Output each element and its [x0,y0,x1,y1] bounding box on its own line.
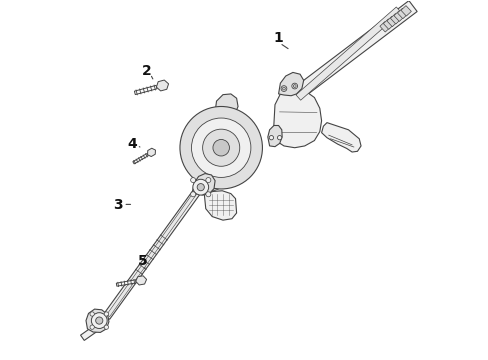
Polygon shape [86,309,109,332]
Circle shape [282,87,285,90]
Polygon shape [156,80,168,91]
Polygon shape [386,16,396,27]
Polygon shape [81,326,97,341]
Circle shape [293,85,296,87]
Polygon shape [400,6,410,16]
Circle shape [291,83,297,89]
Text: 5: 5 [137,254,147,268]
Circle shape [190,177,195,183]
Polygon shape [136,276,146,285]
Polygon shape [134,85,157,95]
Polygon shape [295,7,400,100]
Polygon shape [147,148,155,157]
Polygon shape [379,22,389,32]
Polygon shape [383,19,393,30]
Circle shape [191,118,250,177]
Circle shape [180,107,262,189]
Circle shape [277,135,281,140]
Polygon shape [103,185,203,319]
Circle shape [104,312,108,316]
Circle shape [90,325,94,329]
Polygon shape [197,158,223,191]
Polygon shape [389,14,400,24]
Polygon shape [321,123,360,152]
Polygon shape [273,89,321,148]
Polygon shape [283,1,416,107]
Circle shape [269,135,273,140]
Polygon shape [192,174,215,195]
Circle shape [202,129,239,166]
Polygon shape [204,191,236,220]
Circle shape [281,86,286,91]
Text: 4: 4 [127,137,137,151]
Circle shape [205,192,210,197]
Circle shape [91,313,107,328]
Circle shape [197,184,204,191]
Polygon shape [215,94,238,116]
Text: 2: 2 [142,64,151,78]
Circle shape [192,179,208,195]
Polygon shape [267,126,282,147]
Circle shape [90,312,94,316]
Polygon shape [106,188,199,316]
Polygon shape [397,8,407,19]
Circle shape [96,317,102,324]
Circle shape [190,192,195,197]
Text: 1: 1 [273,31,283,45]
Polygon shape [278,72,303,96]
Circle shape [205,177,210,183]
Circle shape [212,139,229,156]
Circle shape [104,325,108,329]
Polygon shape [133,153,148,164]
Text: 3: 3 [113,198,123,212]
Polygon shape [393,11,404,21]
Polygon shape [116,280,136,286]
